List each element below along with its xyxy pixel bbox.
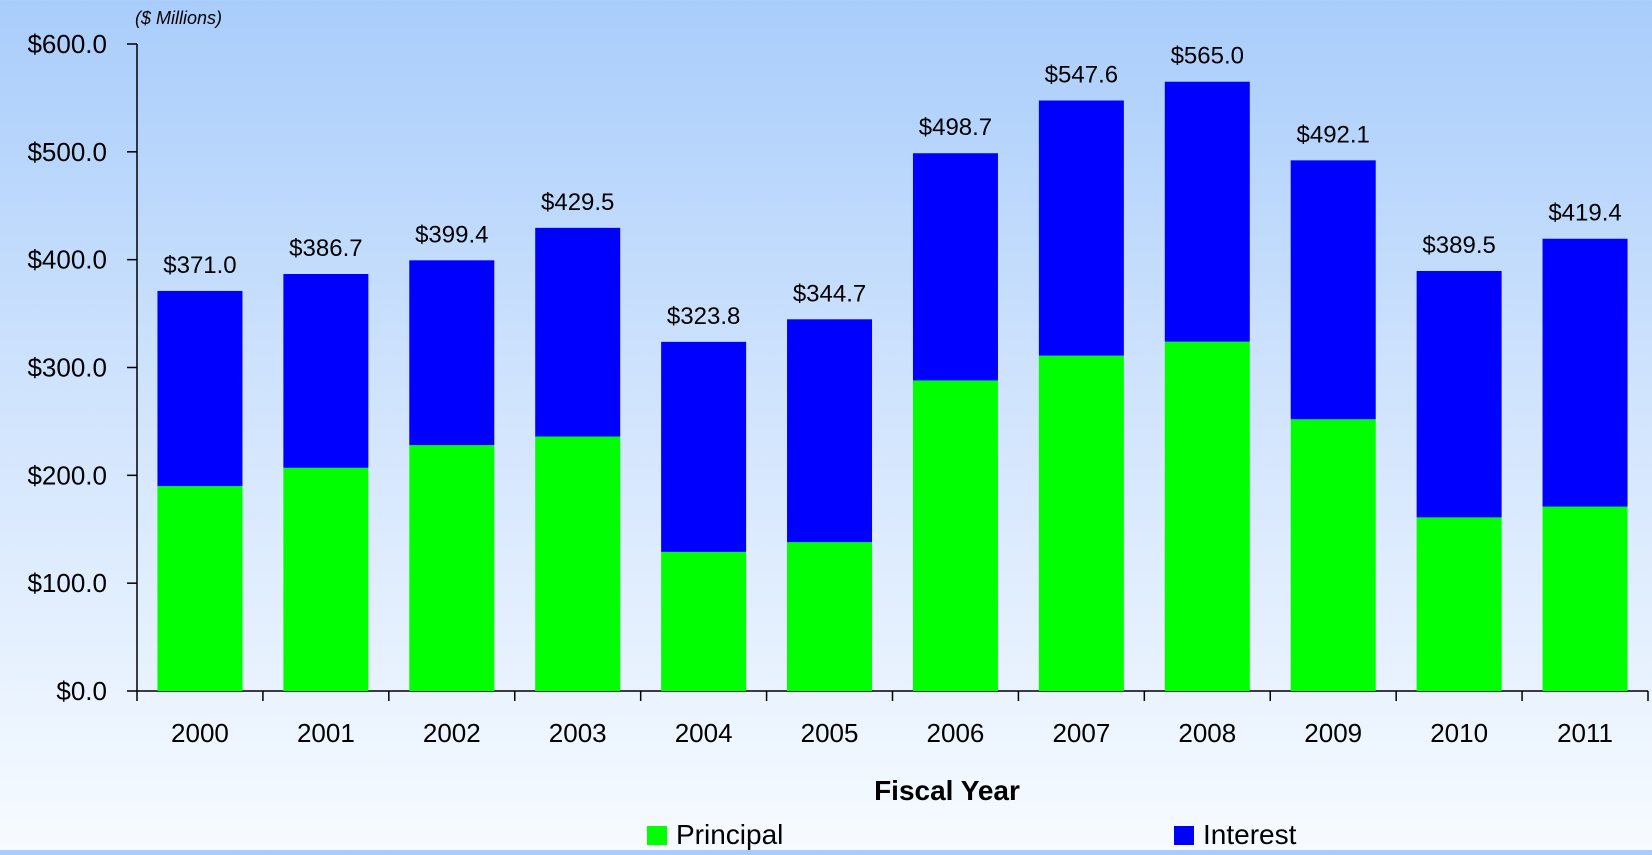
bar-interest-2006 xyxy=(912,153,998,381)
data-label-total-2005: $344.7 xyxy=(793,280,866,307)
legend-item-interest: Interest xyxy=(1174,819,1297,850)
data-label-total-2006: $498.7 xyxy=(919,114,992,141)
legend-swatch-principal xyxy=(647,826,667,845)
x-tick-label: 2004 xyxy=(675,718,733,748)
y-axis: $0.0 $100.0 $200.0 $300.0 $400.0 $500.0 $600.0 xyxy=(27,29,138,706)
bar-interest-2009 xyxy=(1290,160,1376,420)
y-tick-label: $600.0 xyxy=(27,29,107,59)
data-label-total-2010: $389.5 xyxy=(1422,232,1495,259)
bar-principal-2009 xyxy=(1290,419,1376,691)
legend-label-principal: Principal xyxy=(676,819,783,850)
bar-principal-2010 xyxy=(1416,517,1502,691)
total-labels: $371.0 $386.7 $399.4 $429.5 $323.8 $344.7 $498… xyxy=(163,43,1621,330)
data-label-total-2009: $492.1 xyxy=(1297,121,1370,148)
x-axis-title: Fiscal Year xyxy=(874,775,1020,806)
bar-principal-2002 xyxy=(409,445,495,691)
x-axis: 2000 2001 2002 2003 2004 2005 2006 2007 2008 2009… xyxy=(136,690,1649,748)
y-tick-label: $100.0 xyxy=(27,568,107,598)
x-tick-label: 2010 xyxy=(1430,718,1488,748)
x-tick-label: 2001 xyxy=(297,718,355,748)
y-tick-label: $400.0 xyxy=(27,245,107,275)
legend-swatch-interest xyxy=(1174,826,1194,845)
bar-principal-2008 xyxy=(1164,341,1250,691)
bar-principal-2003 xyxy=(535,436,621,691)
data-label-total-2008: $565.0 xyxy=(1171,43,1244,70)
data-label-total-2000: $371.0 xyxy=(163,252,236,279)
bar-interest-2003 xyxy=(535,227,621,437)
bar-principal-2005 xyxy=(787,542,873,691)
data-label-total-2011: $419.4 xyxy=(1548,200,1621,227)
bar-interest-2008 xyxy=(1164,81,1250,342)
bar-principal-2006 xyxy=(912,380,998,691)
y-tick-label: $300.0 xyxy=(27,353,107,383)
bar-principal-2011 xyxy=(1542,506,1628,691)
bar-interest-2002 xyxy=(409,260,495,446)
y-tick-label: $0.0 xyxy=(56,676,107,706)
bar-interest-2000 xyxy=(157,290,243,487)
bar-principal-2004 xyxy=(661,551,747,691)
x-tick-label: 2009 xyxy=(1304,718,1362,748)
x-tick-label: 2006 xyxy=(927,718,985,748)
bar-interest-2011 xyxy=(1542,238,1628,507)
x-tick-label: 2000 xyxy=(171,718,229,748)
data-label-total-2003: $429.5 xyxy=(541,189,614,216)
bars xyxy=(157,81,1628,691)
bar-interest-2001 xyxy=(283,274,369,468)
bar-principal-2001 xyxy=(283,467,369,691)
x-tick-label: 2007 xyxy=(1052,718,1110,748)
y-tick-label: $200.0 xyxy=(27,460,107,490)
bar-interest-2010 xyxy=(1416,270,1502,518)
x-tick-label: 2003 xyxy=(549,718,607,748)
legend: Principal Interest xyxy=(647,819,1297,850)
bar-principal-2007 xyxy=(1038,355,1124,691)
data-label-total-2001: $386.7 xyxy=(289,235,362,262)
data-label-total-2004: $323.8 xyxy=(667,303,740,330)
x-tick-label: 2011 xyxy=(1557,718,1613,748)
unit-note: ($ Millions) xyxy=(135,8,222,28)
legend-label-interest: Interest xyxy=(1203,819,1297,850)
x-tick-label: 2002 xyxy=(423,718,481,748)
x-tick-label: 2008 xyxy=(1178,718,1236,748)
bar-interest-2007 xyxy=(1038,100,1124,356)
data-label-total-2007: $547.6 xyxy=(1045,62,1118,89)
bar-interest-2004 xyxy=(661,341,747,552)
data-label-total-2002: $399.4 xyxy=(415,221,488,248)
bar-interest-2005 xyxy=(787,319,873,543)
legend-item-principal: Principal xyxy=(647,819,783,850)
y-tick-label: $500.0 xyxy=(27,137,107,167)
bar-principal-2000 xyxy=(157,486,243,691)
x-tick-label: 2005 xyxy=(801,718,859,748)
